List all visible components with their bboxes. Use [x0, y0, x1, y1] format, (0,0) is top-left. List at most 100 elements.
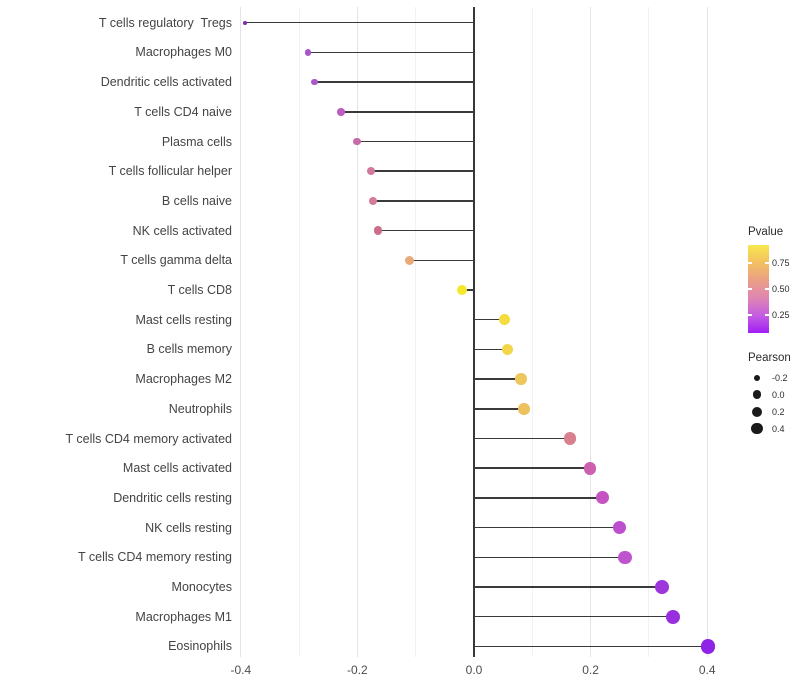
- lollipop-segment: [474, 408, 525, 410]
- category-label: T cells gamma delta: [120, 253, 232, 268]
- category-label: Eosinophils: [168, 639, 232, 654]
- pvalue-colorbar-tick: [748, 288, 752, 290]
- lollipop-dot: [618, 550, 632, 564]
- category-label: T cells CD4 memory resting: [78, 550, 232, 565]
- lollipop-segment: [370, 170, 474, 172]
- gridline-major: [706, 7, 708, 657]
- lollipop-segment: [474, 437, 571, 440]
- category-label: Neutrophils: [168, 401, 232, 416]
- lollipop-dot: [337, 108, 345, 116]
- lollipop-dot: [583, 461, 597, 475]
- pearson-legend-label: 0.4: [772, 423, 785, 434]
- pearson-legend-dot: [752, 406, 762, 417]
- lollipop-dot: [352, 137, 361, 146]
- category-label: Macrophages M1: [135, 609, 232, 624]
- category-label: Dendritic cells resting: [113, 490, 232, 505]
- pearson-legend-dot: [753, 374, 761, 382]
- lollipop-dot: [654, 580, 669, 594]
- category-label: Macrophages M0: [135, 45, 232, 60]
- category-label: Plasma cells: [161, 134, 232, 149]
- lollipop-dot: [366, 167, 375, 176]
- x-tick-label: 0.2: [582, 663, 599, 677]
- category-label: Mast cells resting: [135, 312, 232, 327]
- category-label: T cells CD4 naive: [134, 104, 232, 119]
- category-label: Monocytes: [171, 580, 232, 594]
- x-tick-label: -0.2: [347, 663, 368, 677]
- category-label: B cells memory: [146, 342, 232, 357]
- lollipop-segment: [474, 497, 603, 499]
- pvalue-colorbar-tick: [765, 288, 769, 290]
- lollipop-segment: [461, 289, 474, 291]
- lollipop-dot: [368, 196, 378, 206]
- gridline-minor: [648, 7, 650, 657]
- pvalue-colorbar-tick: [748, 262, 752, 264]
- gridline-major: [356, 7, 358, 657]
- lollipop-segment: [244, 21, 474, 24]
- lollipop-dot: [501, 343, 513, 355]
- lollipop-dot: [499, 314, 511, 326]
- lollipop-dot: [304, 49, 312, 56]
- pvalue-tick-label: 0.75: [772, 258, 790, 268]
- pvalue-tick-label: 0.50: [772, 284, 790, 294]
- category-label: T cells regulatory Tregs: [98, 15, 232, 30]
- category-label: T cells CD8: [167, 283, 232, 297]
- x-tick-label: -0.4: [230, 663, 252, 677]
- pearson-legend-label: -0.2: [772, 373, 788, 383]
- lollipop-segment: [474, 348, 508, 351]
- lollipop-segment: [377, 229, 474, 232]
- category-label: T cells CD4 memory activated: [65, 431, 233, 446]
- lollipop-segment: [341, 111, 474, 113]
- category-label: T cells follicular helper: [108, 164, 232, 179]
- lollipop-segment: [474, 378, 522, 380]
- lollipop-dot: [595, 491, 609, 505]
- pearson-legend-label: 0.0: [772, 389, 785, 400]
- gridline-minor: [415, 7, 417, 657]
- category-label: Dendritic cells activated: [100, 75, 232, 90]
- lollipop-segment: [474, 615, 673, 618]
- lollipop-dot: [518, 403, 530, 415]
- lollipop-segment: [409, 259, 474, 262]
- lollipop-segment: [373, 200, 474, 202]
- lollipop-dot: [310, 78, 318, 86]
- lollipop-dot: [564, 432, 577, 445]
- pvalue-colorbar-tick: [765, 262, 769, 264]
- lollipop-dot: [612, 521, 626, 535]
- gridline-minor: [531, 7, 533, 657]
- pvalue-colorbar: [748, 245, 769, 333]
- lollipop-segment: [307, 51, 474, 54]
- lollipop-segment: [474, 645, 708, 648]
- lollipop-dot: [665, 609, 680, 624]
- lollipop-segment: [356, 140, 474, 143]
- category-label: NK cells activated: [132, 223, 232, 238]
- pearson-legend-dot: [751, 422, 763, 435]
- gridline-minor: [298, 7, 300, 657]
- category-label: B cells naive: [161, 193, 232, 208]
- lollipop-dot: [515, 373, 527, 385]
- lollipop-dot: [404, 255, 414, 265]
- zero-baseline: [473, 7, 475, 657]
- category-label: Mast cells activated: [122, 461, 232, 476]
- x-tick-label: 0.0: [465, 663, 483, 677]
- pearson-legend-title: Pearson: [748, 352, 791, 364]
- pvalue-colorbar-tick: [748, 314, 752, 316]
- gridline-major: [240, 7, 242, 657]
- lollipop-dot: [373, 226, 382, 235]
- lollipop-segment: [474, 526, 620, 529]
- category-label: Macrophages M2: [135, 372, 232, 387]
- pearson-legend-label: 0.2: [772, 406, 785, 417]
- pvalue-tick-label: 0.25: [772, 310, 790, 320]
- lollipop-segment: [474, 556, 625, 559]
- lollipop-segment: [474, 318, 505, 321]
- x-tick-label: 0.4: [698, 663, 716, 677]
- pvalue-colorbar-tick: [765, 314, 769, 316]
- category-label: NK cells resting: [145, 520, 232, 535]
- gridline-major: [590, 7, 592, 657]
- lollipop-segment: [314, 81, 474, 83]
- lollipop-dot: [700, 639, 716, 654]
- lollipop-dot: [456, 284, 467, 296]
- pearson-legend-dot: [752, 390, 762, 399]
- lollipop-dot: [242, 20, 247, 25]
- pvalue-legend-title: Pvalue: [748, 226, 784, 238]
- lollipop-segment: [474, 467, 591, 469]
